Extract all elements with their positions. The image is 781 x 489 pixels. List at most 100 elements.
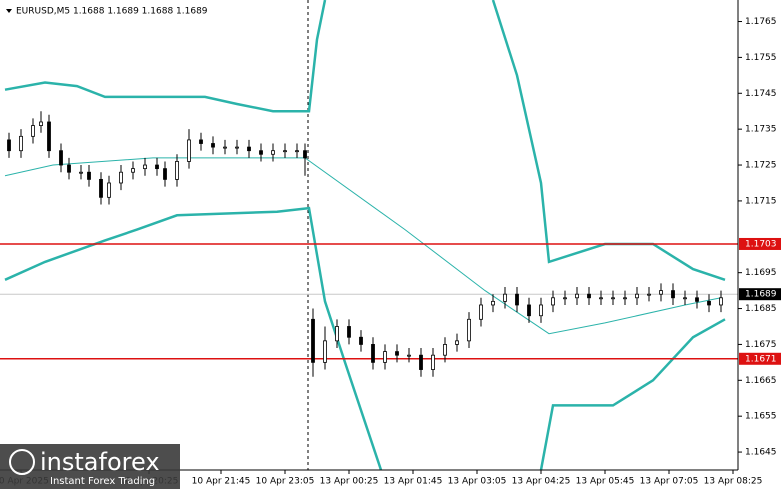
candle-body [131, 168, 135, 173]
last-price-box [739, 288, 781, 301]
candle-body [107, 182, 111, 198]
candle-body [395, 351, 399, 356]
candle-body [271, 150, 275, 155]
candle-body [283, 150, 287, 153]
y-tick-label: 1.1655 [745, 412, 777, 422]
candle-body [575, 293, 579, 299]
candle-body [563, 297, 567, 300]
candle-body [635, 293, 639, 299]
candle-body [259, 150, 263, 155]
x-tick-label: 13 Apr 07:05 [640, 477, 699, 487]
x-tick-label: 10 Apr 23:05 [256, 477, 315, 487]
x-tick-label: 10 Apr 21:45 [192, 477, 251, 487]
candle-body [175, 161, 179, 180]
candle-body [303, 150, 307, 159]
candle-body [371, 344, 375, 363]
candle-body [143, 164, 147, 170]
axes: 1.1765 1.1755 1.1745 1.1735 1.1725 1.1715 1.16… [0, 17, 781, 487]
candle-body [211, 143, 215, 148]
candle-body [539, 304, 543, 317]
candle-body [599, 297, 603, 300]
x-tick-label: 13 Apr 04:25 [512, 477, 571, 487]
candle-body [647, 293, 651, 296]
x-tick-label: 13 Apr 08:25 [704, 477, 763, 487]
watermark-logo [9, 449, 35, 475]
chart-title: EURUSD,M5 1.1688 1.1689 1.1688 1.1689 [16, 7, 208, 17]
candle-body [187, 139, 191, 162]
candle-body [19, 135, 23, 152]
candle-body [199, 139, 203, 144]
watermark-tagline: Instant Forex Trading [50, 476, 155, 487]
x-tick-label: 13 Apr 01:45 [384, 477, 443, 487]
candle-body [443, 344, 447, 356]
candle-body [335, 326, 339, 342]
candle-body [491, 300, 495, 306]
level-label: 1.1671 [745, 354, 777, 364]
bollinger-band [4, 157, 722, 335]
y-tick-label: 1.1645 [745, 448, 777, 458]
y-tick-label: 1.1745 [745, 89, 777, 99]
candle-body [551, 297, 555, 306]
candle-body [695, 297, 699, 302]
watermark: instaforex Instant Forex Trading [0, 444, 180, 489]
candle-body [503, 293, 507, 302]
candle-body [87, 171, 91, 180]
candle-body [515, 293, 519, 306]
candle-body [419, 354, 423, 370]
candle-body [67, 164, 71, 173]
candle-body [587, 293, 591, 299]
y-tick-label: 1.1765 [745, 17, 777, 27]
candle-body [611, 297, 615, 300]
candle-body [7, 139, 11, 152]
candle-body [659, 290, 663, 295]
candle-body [235, 146, 239, 149]
candle-body [671, 290, 675, 299]
last-price-label: 1.1689 [745, 290, 777, 300]
x-tick-label: 13 Apr 03:05 [448, 477, 507, 487]
candle-body [455, 340, 459, 345]
candle-body [479, 304, 483, 320]
candle-body [407, 354, 411, 357]
candle-body [467, 318, 471, 342]
y-tick-label: 1.1695 [745, 268, 777, 278]
watermark-box [0, 444, 180, 489]
level-label-box [739, 352, 781, 365]
candle-body [347, 326, 351, 338]
y-tick-label: 1.1685 [745, 304, 777, 314]
candle-body [119, 171, 123, 184]
candle-body [383, 351, 387, 363]
y-tick-label: 1.1725 [745, 161, 777, 171]
candle-body [295, 150, 299, 153]
candle-body [59, 150, 63, 166]
candle-body [323, 340, 327, 363]
watermark-brand: instaforex [40, 448, 160, 476]
candle-body [31, 125, 35, 137]
candle-body [707, 300, 711, 306]
y-tick-label: 1.1735 [745, 125, 777, 135]
candle-body [79, 171, 83, 174]
x-tick-label: 13 Apr 00:25 [320, 477, 379, 487]
candle-body [359, 336, 363, 345]
y-tick-label: 1.1755 [745, 53, 777, 63]
plot-area [0, 0, 738, 470]
candle-body [431, 354, 435, 370]
candle-body [223, 146, 227, 149]
candle-body [311, 318, 315, 363]
level-label: 1.1703 [745, 239, 777, 249]
menu-triangle [6, 9, 12, 13]
candle-body [155, 164, 159, 170]
candle-body [47, 121, 51, 152]
candle-body [163, 168, 167, 180]
candle-body [247, 146, 251, 152]
candle-body [99, 178, 103, 198]
candle-body [527, 304, 531, 317]
y-tick-label: 1.1665 [745, 376, 777, 386]
level-label-box [739, 237, 781, 250]
candle-body [623, 297, 627, 300]
x-tick-label: 13 Apr 05:45 [576, 477, 635, 487]
y-tick-label: 1.1675 [745, 340, 777, 350]
candle-body [719, 297, 723, 306]
bollinger-band [4, 0, 726, 281]
